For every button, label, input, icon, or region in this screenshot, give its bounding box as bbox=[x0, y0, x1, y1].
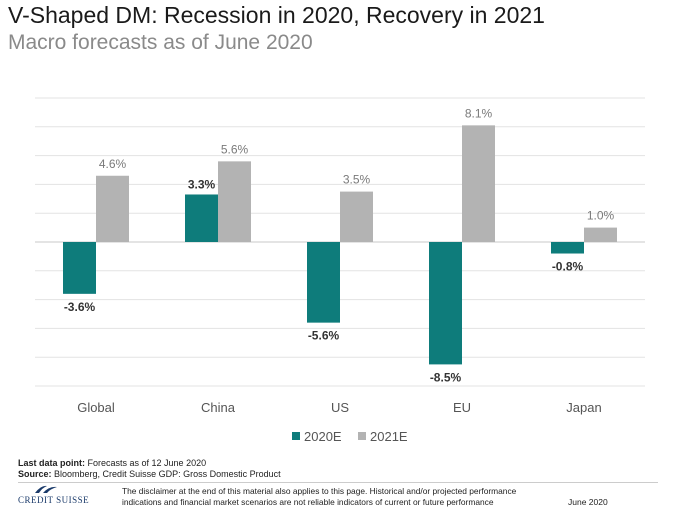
x-tick-label: Japan bbox=[566, 400, 601, 415]
bar-2021e-japan bbox=[584, 227, 617, 242]
data-label: 8.1% bbox=[465, 106, 493, 120]
bar-2021e-china bbox=[218, 161, 251, 242]
source-text: Bloomberg, Credit Suisse GDP: Gross Dome… bbox=[54, 469, 281, 479]
footer-date: June 2020 bbox=[568, 497, 608, 507]
legend-swatch-2021e bbox=[358, 432, 366, 440]
chart-subtitle: Macro forecasts as of June 2020 bbox=[8, 31, 313, 54]
x-tick-label: EU bbox=[453, 400, 471, 415]
data-label: 3.5% bbox=[343, 173, 371, 187]
bar-2020e-china bbox=[185, 194, 218, 242]
bar-2020e-global bbox=[63, 242, 96, 294]
x-tick-label: US bbox=[331, 400, 349, 415]
bar-chart: -3.6% 4.6% Global 3.3% 5.6% China -5.6% 3.5% US -… bbox=[35, 97, 645, 444]
footer-divider bbox=[18, 482, 658, 483]
data-label: 3.3% bbox=[188, 177, 216, 191]
data-label: -3.6% bbox=[64, 300, 96, 314]
x-tick-label: China bbox=[201, 400, 236, 415]
bar-2021e-eu bbox=[462, 125, 495, 242]
bar-2020e-japan bbox=[551, 242, 584, 254]
data-label: 4.6% bbox=[99, 157, 127, 171]
legend-swatch-2020e bbox=[292, 432, 300, 440]
chart-title: V-Shaped DM: Recession in 2020, Recovery… bbox=[8, 2, 545, 28]
data-label: -0.8% bbox=[552, 260, 584, 274]
source-label: Source: bbox=[18, 469, 52, 479]
legend-label-2020e: 2020E bbox=[304, 429, 342, 444]
bar-2020e-us bbox=[307, 242, 340, 323]
bar-2020e-eu bbox=[429, 242, 462, 365]
data-label: -8.5% bbox=[430, 370, 462, 384]
data-label: 1.0% bbox=[587, 209, 615, 223]
bar-2021e-global bbox=[96, 175, 129, 242]
last-data-label: Last data point: bbox=[18, 458, 85, 468]
data-label: 5.6% bbox=[221, 142, 249, 156]
source-note: Source: Bloomberg, Credit Suisse GDP: Gr… bbox=[18, 469, 281, 479]
last-data-point-note: Last data point: Forecasts as of 12 June… bbox=[18, 458, 206, 468]
x-tick-label: Global bbox=[77, 400, 115, 415]
bar-2021e-us bbox=[340, 191, 373, 242]
legend-label-2021e: 2021E bbox=[370, 429, 408, 444]
credit-suisse-logo: CREDIT SUISSE bbox=[18, 495, 90, 505]
disclaimer-text: The disclaimer at the end of this materi… bbox=[122, 486, 517, 507]
last-data-text: Forecasts as of 12 June 2020 bbox=[87, 458, 207, 468]
data-label: -5.6% bbox=[308, 329, 340, 343]
credit-suisse-sails-icon bbox=[35, 485, 57, 493]
